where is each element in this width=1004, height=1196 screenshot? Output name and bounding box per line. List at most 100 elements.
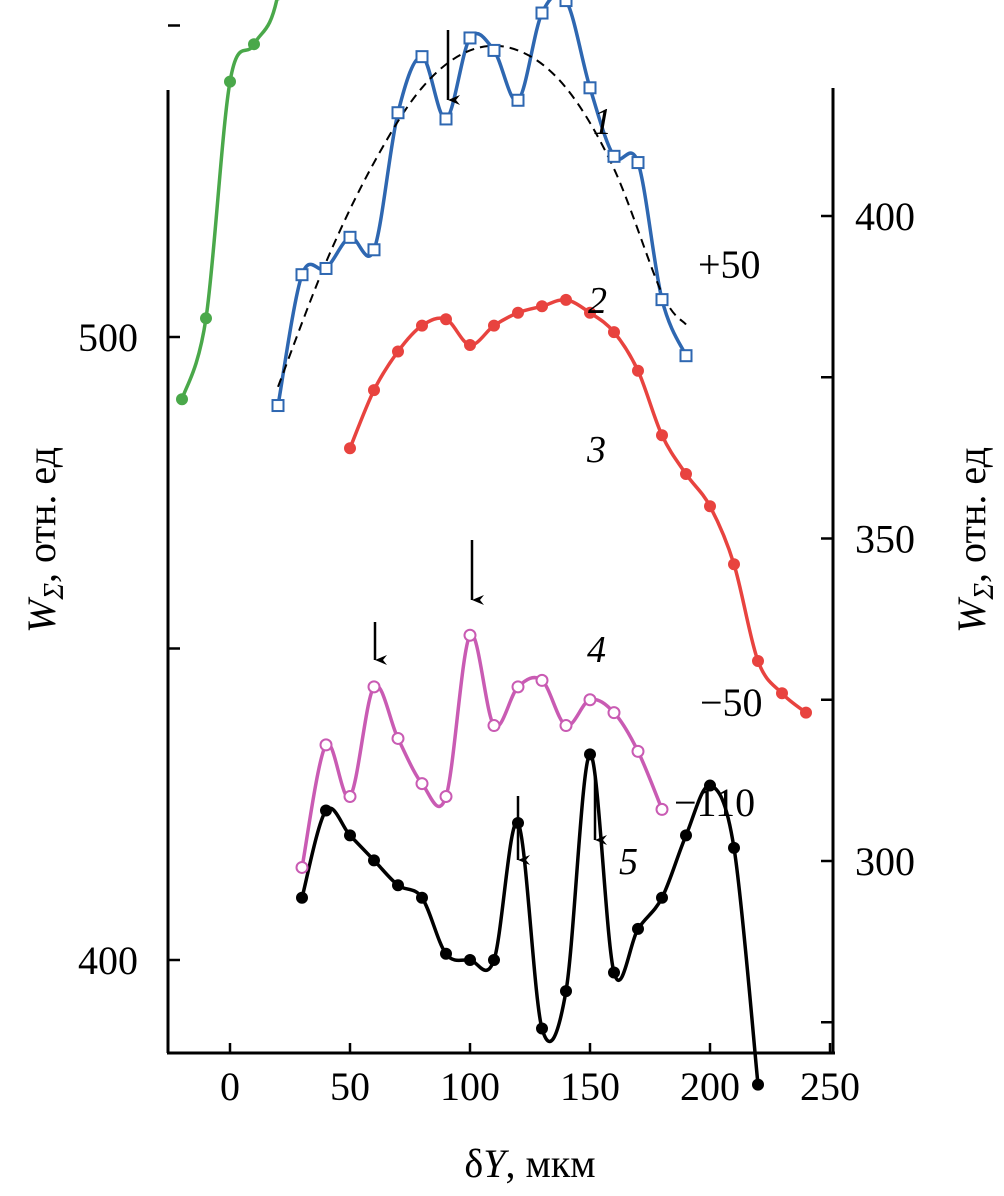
data-point-3 (319, 261, 333, 275)
data-point-2 (608, 326, 620, 339)
y-left-tick-label: 500 (78, 315, 138, 360)
data-point-4 (631, 744, 645, 758)
data-point-2 (656, 429, 668, 442)
x-tick-label: 0 (220, 1064, 240, 1109)
data-point-4 (487, 719, 501, 733)
data-point-5 (608, 966, 620, 979)
data-point-4 (295, 860, 309, 874)
offset-label-minus50: −50 (700, 680, 763, 725)
data-point-5 (560, 985, 572, 998)
data-point-2 (440, 313, 452, 326)
x-axis-title: δY, мкм (464, 1141, 595, 1186)
y-right-tick-label: 400 (855, 194, 915, 239)
data-point-3 (607, 149, 621, 163)
curve-label-2: 2 (588, 280, 607, 322)
offset-label-plus50: +50 (698, 242, 761, 287)
data-point-4 (391, 731, 405, 745)
data-point-4 (463, 628, 477, 642)
data-point-5 (416, 891, 428, 904)
y-right-axis-title: WΣ, отн. ед (949, 447, 1000, 633)
data-point-3 (583, 81, 597, 95)
data-point-5 (464, 954, 476, 966)
data-point-4 (511, 680, 525, 694)
data-point-2 (464, 339, 476, 351)
data-point-3 (655, 293, 669, 307)
y-right-ticks: 300 350 400 (821, 194, 915, 1024)
curve-label-3: 3 (586, 429, 606, 471)
data-point-2 (512, 306, 524, 319)
data-point-3 (559, 0, 573, 8)
data-point-1 (248, 38, 260, 51)
x-tick-label: 50 (330, 1064, 370, 1109)
data-point-3 (367, 243, 381, 257)
data-point-4 (439, 790, 453, 803)
data-point-3 (679, 349, 693, 363)
offset-label-minus110: −110 (674, 780, 755, 825)
series-line-1 (180, 0, 279, 400)
x-ticks: 0 50 100 150 200 250 (220, 1043, 860, 1109)
data-point-3 (631, 156, 645, 170)
y-left-ticks: 400500600 (78, 24, 180, 983)
data-point-2 (488, 319, 500, 332)
y-right-tick-label: 350 (855, 517, 915, 562)
series-line-4 (300, 632, 664, 868)
data-point-2 (560, 293, 572, 306)
data-point-1 (200, 312, 212, 325)
x-tick-label: 100 (440, 1064, 500, 1109)
data-point-5 (584, 748, 596, 761)
series-line-2 (348, 298, 808, 714)
data-point-4 (319, 738, 333, 752)
data-point-3 (511, 93, 525, 107)
x-tick-label: 250 (800, 1064, 860, 1109)
data-point-2 (728, 558, 740, 571)
data-point-5 (296, 891, 308, 904)
data-point-5 (704, 779, 716, 792)
data-point-2 (704, 500, 716, 513)
labels: 1 2 3 4 5 +50 −50 −110 δY, мкм WΣ, отн. … (19, 101, 1000, 1186)
data-point-5 (752, 1078, 764, 1091)
data-point-3 (343, 230, 357, 244)
data-point-4 (559, 719, 573, 733)
data-point-2 (584, 306, 596, 319)
data-point-3 (391, 106, 405, 120)
data-point-2 (800, 706, 812, 719)
data-point-5 (656, 891, 668, 904)
y-right-tick-label: 300 (855, 839, 915, 884)
data-point-5 (488, 954, 500, 966)
data-point-3 (439, 112, 453, 126)
data-point-1 (176, 393, 188, 406)
curve-label-1: 1 (593, 101, 612, 143)
data-point-3 (271, 399, 285, 413)
data-point-2 (680, 468, 692, 480)
data-point-5 (632, 922, 644, 935)
data-point-2 (344, 442, 356, 455)
data-point-2 (392, 345, 404, 358)
data-point-2 (416, 319, 428, 332)
data-point-2 (536, 300, 548, 313)
data-point-4 (415, 777, 429, 791)
x-tick-label: 150 (560, 1064, 620, 1109)
data-point-5 (320, 804, 332, 817)
data-point-5 (344, 829, 356, 842)
data-point-5 (368, 854, 380, 867)
arrows (373, 30, 607, 865)
data-point-2 (776, 687, 788, 700)
data-point-3 (295, 268, 309, 282)
data-point-4 (583, 693, 597, 707)
y-left-tick-label: 400 (78, 938, 138, 983)
series-line-3-fit (277, 44, 687, 388)
data-point-4 (367, 680, 381, 694)
data-point-3 (463, 31, 477, 45)
y-left-axis-title: WΣ, отн. ед (19, 447, 70, 633)
data-point-2 (632, 364, 644, 377)
data-point-4 (343, 790, 357, 803)
markers (176, 0, 812, 1091)
data-point-4 (607, 706, 621, 720)
data-point-1 (224, 75, 236, 88)
data-point-3 (415, 50, 429, 64)
x-tick-label: 200 (680, 1064, 740, 1109)
data-point-3 (535, 6, 549, 20)
curve-label-5: 5 (619, 841, 638, 883)
